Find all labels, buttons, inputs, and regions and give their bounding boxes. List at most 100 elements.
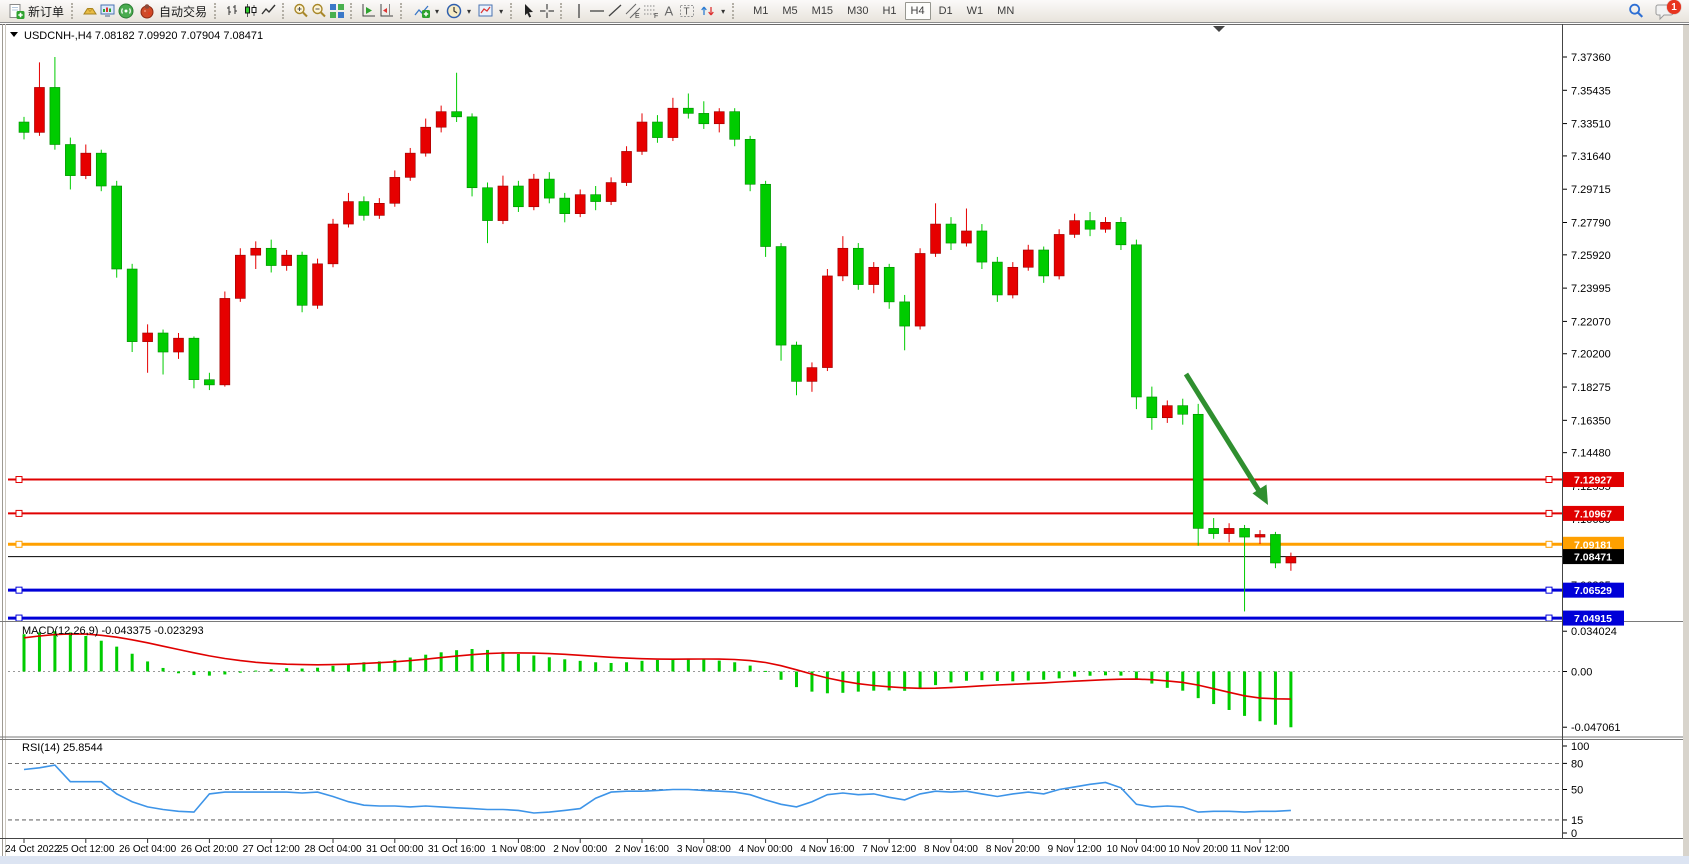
line-handle[interactable] <box>15 476 23 484</box>
candle <box>1208 528 1219 534</box>
tile-windows-icon[interactable] <box>328 2 346 20</box>
macd-bar <box>1057 671 1061 679</box>
timeframe-MN[interactable]: MN <box>997 5 1015 17</box>
candle <box>374 202 385 216</box>
macd-bar <box>795 671 798 688</box>
market-watch-icon[interactable] <box>99 2 117 20</box>
candle <box>1053 234 1065 277</box>
price-badge <box>1563 505 1624 521</box>
candles-chart-icon[interactable] <box>242 2 260 20</box>
zoom-in-icon[interactable] <box>292 2 310 20</box>
symbol-dropdown-icon[interactable] <box>10 32 18 37</box>
candle <box>358 201 370 216</box>
macd-bar <box>177 671 180 674</box>
line-handle[interactable] <box>1545 476 1553 484</box>
price-badge-label: 7.08471 <box>1574 552 1612 564</box>
line-handle[interactable] <box>15 509 23 517</box>
trend-arrow-head[interactable] <box>1252 484 1269 506</box>
gold-icon[interactable] <box>81 2 99 20</box>
macd-label: MACD(12,26,9) -0.043375 -0.023293 <box>22 625 204 637</box>
macd-bar <box>594 662 598 672</box>
candle <box>652 121 663 138</box>
trendline-icon[interactable] <box>606 2 624 20</box>
cursor-icon[interactable] <box>520 2 538 20</box>
timeframe-M5[interactable]: M5 <box>782 5 798 17</box>
macd-bar <box>671 658 675 672</box>
timeframe-M15[interactable]: M15 <box>811 5 834 17</box>
macd-bar <box>655 659 659 672</box>
templates-button[interactable]: ▾ <box>474 1 506 22</box>
date-tick-label: 26 Oct 04:00 <box>119 844 177 855</box>
candle <box>683 107 694 114</box>
vertical-line-icon[interactable] <box>570 2 588 20</box>
candles-layer <box>18 57 1297 612</box>
svg-text:F: F <box>654 13 658 20</box>
candle <box>1007 266 1019 296</box>
line-handle[interactable] <box>1545 614 1553 622</box>
notifications-button[interactable]: 1 <box>1655 0 1681 21</box>
macd-bar <box>733 662 737 672</box>
chart-background <box>0 24 1689 856</box>
toolbar-separator <box>510 3 516 19</box>
text-label-icon[interactable]: T <box>678 2 696 20</box>
price-tick-label: 7.33510 <box>1571 119 1611 131</box>
autotrade-button[interactable]: 自动交易 <box>135 1 210 22</box>
line-handle[interactable] <box>1545 509 1553 517</box>
line-handle[interactable] <box>15 586 23 594</box>
auto-scroll-icon[interactable] <box>360 2 378 20</box>
new-order-button[interactable]: 新订单 <box>4 1 67 22</box>
search-icon[interactable] <box>1627 2 1645 20</box>
timeframe-M30[interactable]: M30 <box>847 5 869 17</box>
macd-bar <box>825 671 829 694</box>
candle <box>204 379 215 386</box>
macd-bar <box>300 668 304 672</box>
line-handle[interactable] <box>1545 586 1553 594</box>
bars-chart-icon[interactable] <box>224 2 242 20</box>
macd-tick-label: -0.047061 <box>1571 722 1621 734</box>
chevron-down-icon: ▾ <box>467 6 472 16</box>
price-tick-label: 7.37360 <box>1571 52 1611 64</box>
toolbar-right: 1 <box>1627 0 1685 21</box>
line-handle[interactable] <box>1545 540 1553 548</box>
date-tick-label: 10 Nov 20:00 <box>1168 844 1228 855</box>
macd-bar <box>903 671 907 691</box>
candle <box>1270 534 1281 564</box>
fibonacci-icon[interactable]: F <box>642 2 660 20</box>
candle <box>992 261 1003 296</box>
shapes-button[interactable]: ▾ <box>696 1 728 22</box>
candle <box>265 247 277 266</box>
zoom-out-icon[interactable] <box>310 2 328 20</box>
candle <box>930 223 941 254</box>
date-tick-label: 24 Oct 2022 <box>5 844 60 855</box>
macd-bar <box>377 661 381 672</box>
macd-bar <box>1073 671 1077 677</box>
macd-bar <box>161 667 165 672</box>
periods-button[interactable]: ▾ <box>442 1 474 22</box>
equidistant-channel-icon[interactable]: E <box>624 2 642 20</box>
candle <box>698 113 710 125</box>
timeframe-D1[interactable]: D1 <box>938 5 953 17</box>
line-handle[interactable] <box>15 614 23 622</box>
timeframe-M1[interactable]: M1 <box>753 5 769 17</box>
timeframe-W1[interactable]: W1 <box>966 5 984 17</box>
indicators-button[interactable]: ▾ <box>410 1 442 22</box>
line-handle[interactable] <box>15 540 23 548</box>
horizontal-line-icon[interactable] <box>588 2 606 20</box>
templates-icon <box>477 2 495 20</box>
candle <box>744 139 756 185</box>
macd-bar <box>331 665 335 672</box>
crosshair-icon[interactable] <box>538 2 556 20</box>
text-icon[interactable]: A <box>660 2 678 20</box>
timeframe-H4[interactable]: H4 <box>904 2 931 20</box>
rsi-label: RSI(14) 25.8544 <box>22 742 103 754</box>
date-tick-label: 7 Nov 12:00 <box>862 844 916 855</box>
trend-arrow[interactable] <box>1183 372 1264 496</box>
chart-shift-marker[interactable] <box>1213 26 1225 32</box>
price-tick-label: 7.23995 <box>1571 283 1611 295</box>
signal-icon[interactable] <box>117 2 135 20</box>
timeframe-H1[interactable]: H1 <box>882 5 897 17</box>
chart-shift-icon[interactable] <box>378 2 396 20</box>
line-chart-icon[interactable] <box>260 2 278 20</box>
price-tick-label: 7.29715 <box>1571 184 1611 196</box>
